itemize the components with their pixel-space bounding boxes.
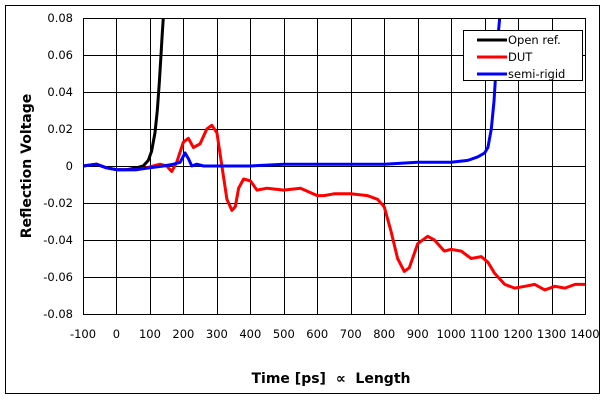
y-axis-ticks: 0.08 0.06 0.04 0.02 0 -0.02 -0.04 -0.06 -0.08 bbox=[43, 11, 73, 321]
series-line-open-ref bbox=[83, 18, 165, 172]
x-tick-label: 800 bbox=[373, 327, 395, 341]
x-tick-label: 0 bbox=[113, 327, 120, 341]
data-series bbox=[83, 18, 585, 292]
y-tick-label: -0.06 bbox=[43, 270, 73, 284]
x-tick-label: 1100 bbox=[470, 327, 499, 341]
x-tick-label: 1200 bbox=[503, 327, 532, 341]
y-axis-label: Reflection Voltage bbox=[19, 94, 35, 239]
chart-frame bbox=[5, 5, 600, 394]
series-line-semi-rigid bbox=[83, 18, 502, 172]
y-tick-label: -0.04 bbox=[43, 233, 73, 247]
x-tick-label: 1400 bbox=[570, 327, 599, 341]
x-tick-label: 700 bbox=[340, 327, 362, 341]
y-tick-label: 0 bbox=[66, 159, 73, 173]
x-axis-ticks: -100 0 100 200 300 400 500 600 700 800 900 1000 1100… bbox=[70, 327, 600, 341]
x-tick-label: 400 bbox=[239, 327, 261, 341]
plot-area-border bbox=[83, 18, 586, 315]
x-tick-label: -100 bbox=[70, 327, 96, 341]
series-line-dut bbox=[83, 123, 585, 292]
y-tick-label: 0.08 bbox=[47, 11, 73, 25]
x-tick-label: 600 bbox=[306, 327, 328, 341]
y-tick-label: 0.02 bbox=[47, 122, 73, 136]
x-tick-label: 200 bbox=[172, 327, 194, 341]
legend-label: semi-rigid bbox=[508, 67, 565, 81]
x-tick-label: 1000 bbox=[436, 327, 465, 341]
y-tick-label: -0.08 bbox=[43, 307, 73, 321]
legend-label: Open ref. bbox=[508, 33, 561, 47]
y-tick-label: 0.04 bbox=[47, 85, 73, 99]
y-tick-label: 0.06 bbox=[47, 48, 73, 62]
x-tick-label: 100 bbox=[139, 327, 161, 341]
legend-label: DUT bbox=[508, 50, 533, 64]
x-axis-label: Time [ps] ∝ Length bbox=[252, 371, 411, 387]
legend: Open ref. DUT semi-rigid bbox=[463, 30, 583, 81]
x-tick-label: 1300 bbox=[537, 327, 566, 341]
x-tick-label: 500 bbox=[273, 327, 295, 341]
x-tick-label: 900 bbox=[407, 327, 429, 341]
x-tick-label: 300 bbox=[206, 327, 228, 341]
y-tick-label: -0.02 bbox=[43, 196, 73, 210]
